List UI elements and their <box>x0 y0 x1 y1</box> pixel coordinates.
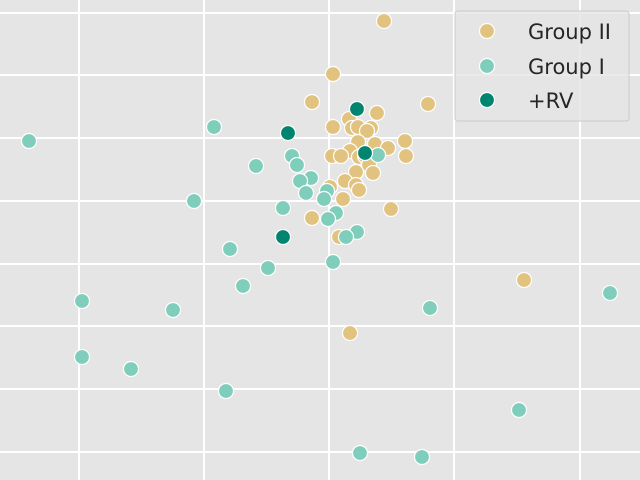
point-series-1-16 <box>221 240 239 258</box>
point-series-1-1 <box>205 118 223 136</box>
point-series-0-28 <box>334 190 352 208</box>
point-series-2-1 <box>279 124 297 142</box>
point-series-0-20 <box>397 147 415 165</box>
legend: Group II Group I +RV <box>454 10 630 122</box>
point-series-1-4 <box>247 157 265 175</box>
point-series-0-6 <box>324 118 342 136</box>
point-series-0-17 <box>332 147 350 165</box>
point-series-1-18 <box>259 259 277 277</box>
point-series-0-4 <box>368 104 386 122</box>
point-series-1-25 <box>122 360 140 378</box>
point-series-0-30 <box>303 209 321 227</box>
data-points <box>20 12 619 466</box>
point-series-1-21 <box>601 284 619 302</box>
point-series-1-24 <box>73 348 91 366</box>
point-series-1-23 <box>164 301 182 319</box>
legend-marker-group-i <box>478 57 496 75</box>
point-series-0-29 <box>382 200 400 218</box>
point-series-0-32 <box>515 271 533 289</box>
point-series-1-28 <box>351 444 369 462</box>
point-series-1-29 <box>413 448 431 466</box>
point-series-2-0 <box>348 100 366 118</box>
legend-marker-rv <box>478 91 496 109</box>
point-series-0-33 <box>341 324 359 342</box>
point-series-0-2 <box>303 93 321 111</box>
legend-label-group-i: Group I <box>528 55 605 79</box>
point-series-1-22 <box>421 299 439 317</box>
legend-label-rv: +RV <box>528 89 574 113</box>
point-series-2-2 <box>356 144 374 162</box>
point-series-1-20 <box>73 292 91 310</box>
point-series-0-27 <box>350 181 368 199</box>
point-series-0-11 <box>396 132 414 150</box>
legend-frame <box>454 10 630 122</box>
point-series-1-27 <box>510 401 528 419</box>
point-series-1-17 <box>324 253 342 271</box>
point-series-1-0 <box>20 132 38 150</box>
point-series-1-26 <box>217 382 235 400</box>
legend-label-group-ii: Group II <box>528 20 611 44</box>
point-series-1-11 <box>274 199 292 217</box>
point-series-0-3 <box>419 95 437 113</box>
point-series-1-15 <box>337 228 355 246</box>
point-series-1-9 <box>315 190 333 208</box>
point-series-0-0 <box>375 12 393 30</box>
point-series-0-1 <box>324 65 342 83</box>
point-series-1-10 <box>185 192 203 210</box>
point-series-1-3 <box>288 156 306 174</box>
point-series-1-13 <box>319 210 337 228</box>
point-series-2-3 <box>274 228 292 246</box>
point-series-1-8 <box>297 184 315 202</box>
legend-marker-group-ii <box>478 22 496 40</box>
point-series-0-10 <box>358 122 376 140</box>
point-series-1-19 <box>234 277 252 295</box>
point-series-0-23 <box>364 164 382 182</box>
